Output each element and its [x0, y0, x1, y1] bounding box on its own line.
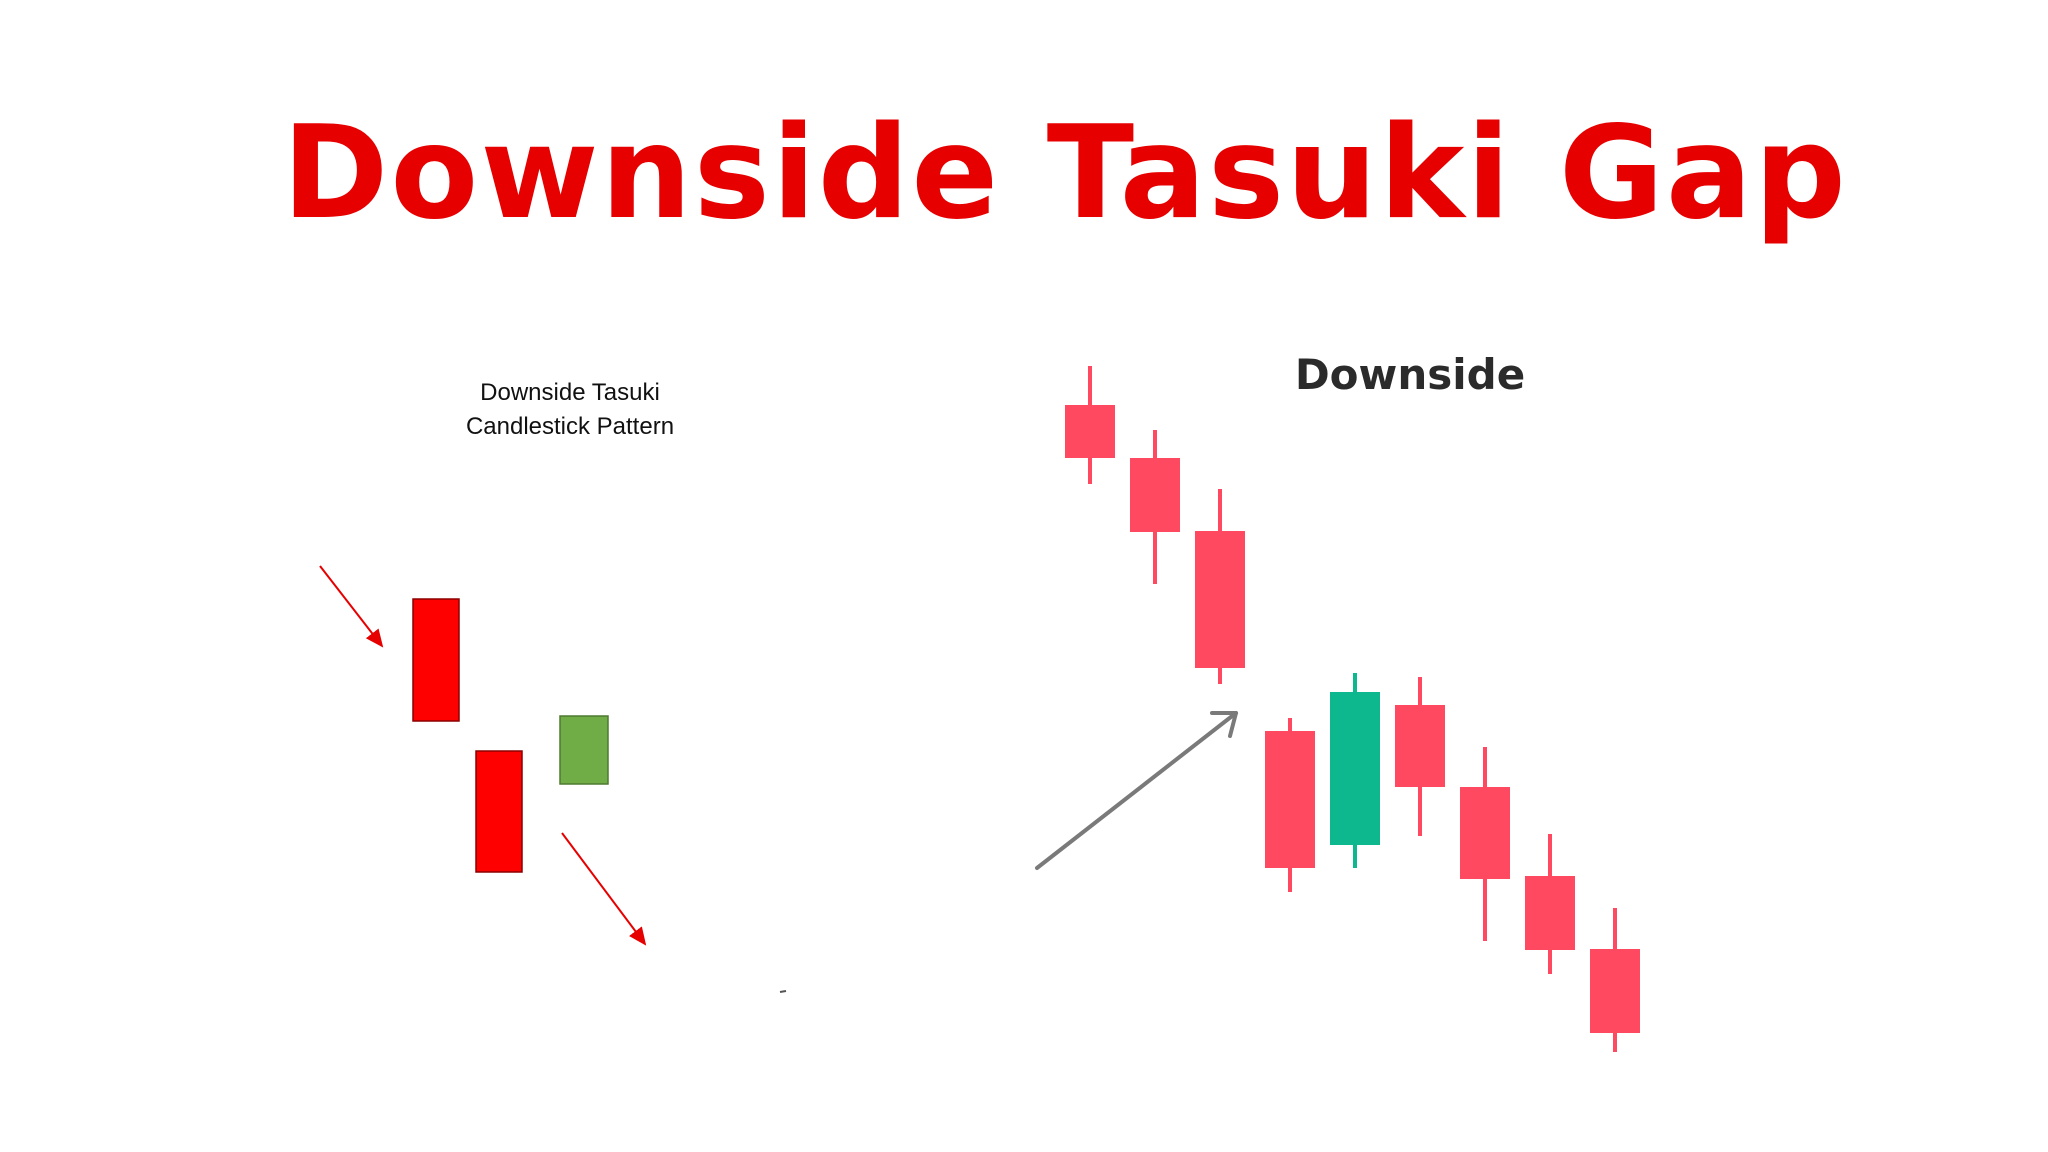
right-candle-5-body [1330, 692, 1380, 845]
right-candle-2 [1130, 430, 1180, 584]
left-caption-line-1: Downside Tasuki [480, 379, 660, 406]
right-pattern [1035, 366, 1640, 1052]
right-candle-4 [1265, 718, 1315, 892]
right-candle-6 [1395, 677, 1445, 836]
left-caption: Downside Tasuki Candlestick Pattern [420, 376, 720, 444]
right-candle-3 [1195, 489, 1245, 684]
page-title: Downside Tasuki Gap [282, 99, 1848, 248]
left-caption-line-2: Candlestick Pattern [465, 413, 675, 440]
right-candle-8 [1525, 834, 1575, 974]
gap-arrow-shaft [1035, 711, 1238, 870]
left-stray-mark [779, 990, 787, 993]
right-candle-8-body [1525, 876, 1575, 950]
right-candle-7-body [1460, 787, 1510, 879]
left-downtrend-arrow-bottom [561, 832, 647, 946]
right-candle-1-body [1065, 405, 1115, 458]
right-candle-3-body [1195, 531, 1245, 668]
gap-arrow-head [1210, 711, 1238, 738]
left-downtrend-arrow-top [319, 565, 384, 648]
right-candle-7 [1460, 747, 1510, 941]
left-candle-3 [559, 715, 609, 785]
left-candle-2 [475, 750, 523, 873]
right-candle-2-body [1130, 458, 1180, 532]
right-candle-6-body [1395, 705, 1445, 787]
gap-arrow [1035, 711, 1238, 870]
right-candle-9-body [1590, 949, 1640, 1033]
right-candle-4-body [1265, 731, 1315, 868]
right-candle-5 [1330, 673, 1380, 868]
left-candle-1 [412, 598, 460, 722]
right-candle-9 [1590, 908, 1640, 1052]
right-candle-1 [1065, 366, 1115, 484]
left-pattern [319, 565, 787, 993]
right-heading: Downside [1294, 350, 1526, 399]
